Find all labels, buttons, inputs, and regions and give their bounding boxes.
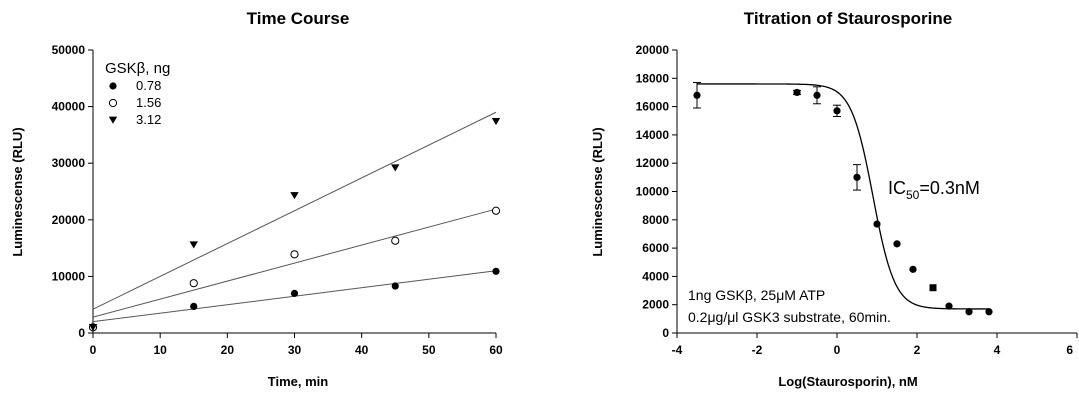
- chart1-point-1.56: [391, 236, 400, 245]
- chart2-y-tick-label: 12000: [636, 156, 670, 170]
- chart2-point: [813, 91, 821, 99]
- chart1-x-tick-label: 40: [355, 343, 369, 357]
- chart1-point-3.12: [391, 164, 400, 172]
- chart2-xlabel: Log(Staurosporin), nM: [778, 374, 917, 389]
- chart1-legend-marker-0.78: [109, 82, 117, 90]
- chart1-y-tick-label: 10000: [52, 269, 86, 283]
- chart1-point-0.78: [492, 267, 500, 275]
- chart2-x-tick-label: 0: [834, 343, 841, 357]
- chart2-point: [833, 107, 841, 115]
- chart2-point: [929, 284, 937, 292]
- chart2-point: [693, 91, 701, 99]
- chart1-y-tick-label: 40000: [52, 100, 86, 114]
- chart2-point: [873, 220, 881, 228]
- chart1-point-1.56: [189, 279, 198, 288]
- chart1-point-0.78: [391, 282, 399, 290]
- chart1-x-tick-label: 0: [90, 343, 97, 357]
- chart2-y-tick-label: 16000: [636, 100, 670, 114]
- chart1-legend-title: GSKβ, ng: [105, 60, 170, 77]
- chart2-y-tick-label: 14000: [636, 128, 670, 142]
- ic50-annotation: IC50=0.3nM: [888, 178, 980, 202]
- chart2-point: [965, 308, 973, 316]
- chart2-y-tick-label: 6000: [642, 241, 669, 255]
- chart1-legend-label-3.12: 3.12: [136, 112, 161, 127]
- chart1-xlabel: Time, min: [268, 374, 329, 389]
- condition-line-2: 0.2μg/μl GSK3 substrate, 60min.: [688, 309, 891, 325]
- chart1-y-tick-label: 50000: [52, 43, 86, 57]
- chart1-point-0.78: [290, 289, 299, 297]
- chart1-point-3.12: [290, 192, 299, 200]
- chart2-y-tick-label: 0: [662, 326, 669, 340]
- chart2-y-tick-label: 10000: [636, 185, 670, 199]
- chart2-fit-curve: [697, 83, 989, 310]
- chart1-legend-marker-3.12: [108, 116, 118, 124]
- chart1-fit-line-3.12: [92, 111, 497, 310]
- chart2-y-tick-label: 18000: [636, 71, 670, 85]
- chart1-x-tick-label: 30: [288, 343, 302, 357]
- chart2-point: [853, 173, 861, 181]
- chart2-y-tick-label: 20000: [636, 43, 670, 57]
- chart1-ylabel: Luminescense (RLU): [10, 127, 25, 256]
- chart1-legend-label-1.56: 1.56: [136, 95, 161, 110]
- chart2-point: [985, 308, 993, 316]
- chart2-x-tick-label: 6: [1066, 343, 1073, 357]
- chart2-x-tick-label: -2: [752, 343, 763, 357]
- chart2-point: [893, 240, 901, 248]
- chart2-x-tick-label: 4: [994, 343, 1001, 357]
- chart1-x-tick-label: 20: [221, 343, 235, 357]
- chart2-point: [945, 302, 953, 310]
- chart1-x-tick-label: 50: [422, 343, 436, 357]
- chart2-x-tick-label: 2: [914, 343, 921, 357]
- chart1-x-tick-label: 60: [489, 343, 503, 357]
- chart2-title: Titration of Staurosporine: [744, 9, 952, 28]
- chart1-point-3.12: [88, 323, 98, 332]
- chart2-point: [793, 88, 801, 97]
- chart1-legend-marker-1.56: [108, 98, 118, 108]
- ic50-value: =0.3nM: [919, 178, 980, 198]
- ic50-prefix: IC: [888, 178, 906, 198]
- chart1-x-tick-label: 10: [153, 343, 167, 357]
- chart1-point-1.56: [290, 250, 299, 259]
- chart2-y-tick-label: 2000: [642, 298, 669, 312]
- chart1-point-3.12: [189, 241, 198, 249]
- chart1-legend-label-0.78: 0.78: [136, 78, 161, 93]
- chart1-y-tick-label: 20000: [52, 213, 86, 227]
- chart2-y-tick-label: 4000: [642, 269, 669, 283]
- chart2-point: [909, 265, 917, 273]
- chart1-point-3.12: [491, 117, 501, 126]
- chart2-ylabel: Luminescense (RLU): [590, 127, 605, 256]
- chart2-x-tick-label: -4: [672, 343, 683, 357]
- chart1-point-0.78: [190, 302, 198, 310]
- chart1-y-tick-label: 30000: [52, 156, 86, 170]
- condition-line-1: 1ng GSKβ, 25μM ATP: [688, 287, 825, 303]
- chart2-y-tick-label: 8000: [642, 213, 669, 227]
- ic50-subscript: 50: [906, 188, 920, 202]
- chart1-y-tick-label: 0: [78, 326, 85, 340]
- chart1-title: Time Course: [247, 9, 350, 28]
- chart1-point-1.56: [491, 206, 501, 215]
- chart1-fit-line-1.56: [92, 208, 497, 318]
- chart-marks: 0 10 20 30 40 50 60010000200003000040000500000…: [52, 43, 1078, 357]
